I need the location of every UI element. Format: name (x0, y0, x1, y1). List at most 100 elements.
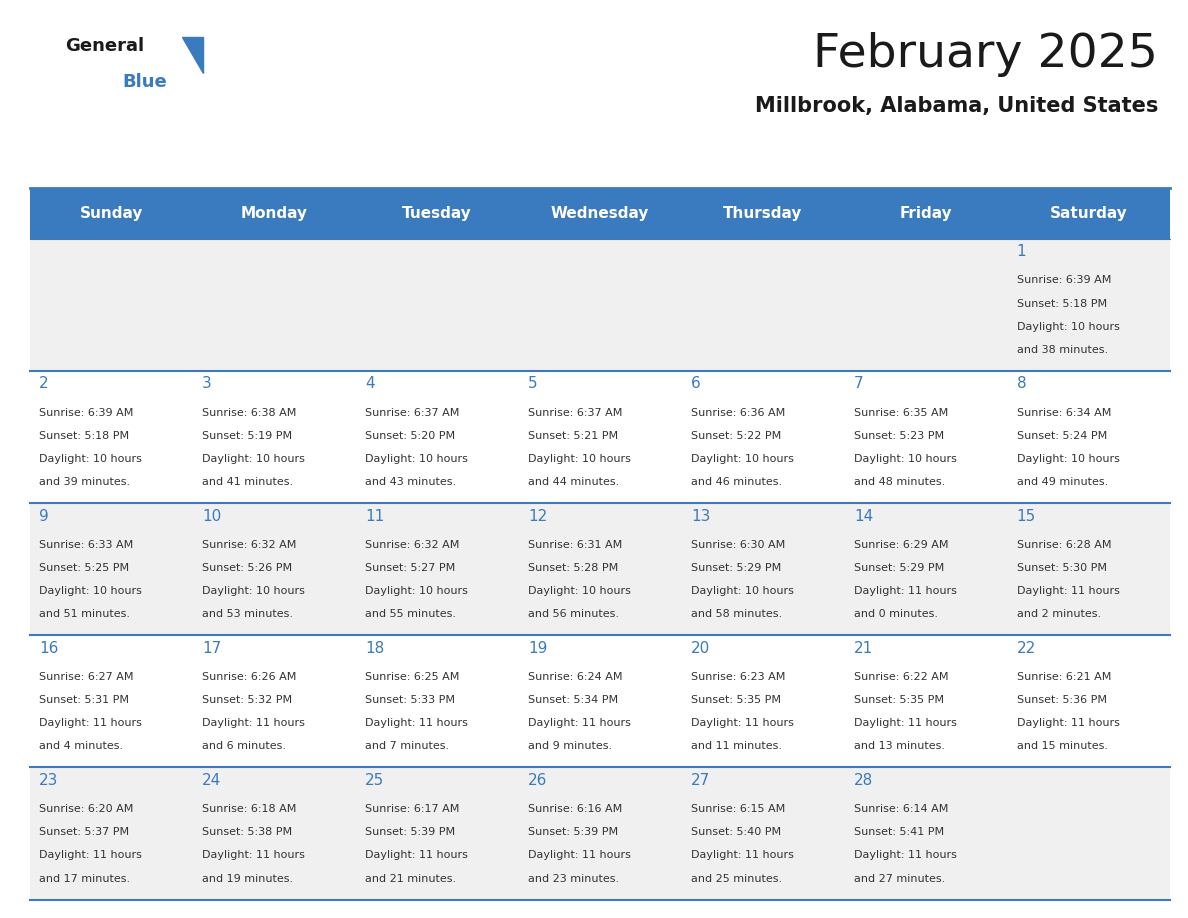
Text: and 48 minutes.: and 48 minutes. (854, 477, 946, 487)
Text: Sunset: 5:39 PM: Sunset: 5:39 PM (527, 827, 618, 837)
Text: Sunrise: 6:39 AM: Sunrise: 6:39 AM (1017, 275, 1111, 285)
Text: Daylight: 10 hours: Daylight: 10 hours (365, 453, 468, 464)
Text: and 9 minutes.: and 9 minutes. (527, 742, 612, 751)
Text: Sunrise: 6:27 AM: Sunrise: 6:27 AM (39, 672, 134, 682)
Bar (30, 188, 1170, 239)
Text: and 39 minutes.: and 39 minutes. (39, 477, 131, 487)
Text: Sunset: 5:25 PM: Sunset: 5:25 PM (39, 563, 129, 573)
Text: Sunrise: 6:32 AM: Sunrise: 6:32 AM (202, 540, 297, 550)
Text: and 53 minutes.: and 53 minutes. (202, 610, 293, 619)
Text: and 44 minutes.: and 44 minutes. (527, 477, 619, 487)
Text: and 15 minutes.: and 15 minutes. (1017, 742, 1107, 751)
Text: and 11 minutes.: and 11 minutes. (691, 742, 782, 751)
Text: 11: 11 (365, 509, 384, 523)
Text: Sunset: 5:18 PM: Sunset: 5:18 PM (1017, 298, 1107, 308)
Text: Sunrise: 6:37 AM: Sunrise: 6:37 AM (365, 408, 460, 418)
Text: 8: 8 (1017, 376, 1026, 391)
Text: 6: 6 (691, 376, 701, 391)
Text: Sunrise: 6:18 AM: Sunrise: 6:18 AM (202, 804, 297, 814)
Text: Sunset: 5:26 PM: Sunset: 5:26 PM (202, 563, 292, 573)
Text: Daylight: 11 hours: Daylight: 11 hours (39, 718, 143, 728)
Text: and 0 minutes.: and 0 minutes. (854, 610, 937, 619)
Text: Daylight: 10 hours: Daylight: 10 hours (527, 586, 631, 596)
Text: Daylight: 11 hours: Daylight: 11 hours (691, 850, 794, 860)
Text: Sunset: 5:38 PM: Sunset: 5:38 PM (202, 827, 292, 837)
Text: and 2 minutes.: and 2 minutes. (1017, 610, 1101, 619)
Text: Daylight: 11 hours: Daylight: 11 hours (1017, 718, 1119, 728)
Text: Sunset: 5:21 PM: Sunset: 5:21 PM (527, 431, 618, 441)
Text: Sunrise: 6:21 AM: Sunrise: 6:21 AM (1017, 672, 1111, 682)
Text: and 41 minutes.: and 41 minutes. (202, 477, 293, 487)
Polygon shape (182, 37, 203, 73)
Text: 26: 26 (527, 773, 548, 788)
Text: Sunrise: 6:35 AM: Sunrise: 6:35 AM (854, 408, 948, 418)
Text: Sunrise: 6:26 AM: Sunrise: 6:26 AM (202, 672, 297, 682)
Text: 21: 21 (854, 641, 873, 655)
Text: Sunrise: 6:16 AM: Sunrise: 6:16 AM (527, 804, 623, 814)
Text: Sunset: 5:23 PM: Sunset: 5:23 PM (854, 431, 944, 441)
Text: and 25 minutes.: and 25 minutes. (691, 874, 782, 883)
Text: Sunset: 5:24 PM: Sunset: 5:24 PM (1017, 431, 1107, 441)
Text: 4: 4 (365, 376, 374, 391)
Text: 7: 7 (854, 376, 864, 391)
Text: Sunrise: 6:31 AM: Sunrise: 6:31 AM (527, 540, 623, 550)
Text: 28: 28 (854, 773, 873, 788)
Text: 15: 15 (1017, 509, 1036, 523)
Text: Sunday: Sunday (80, 206, 143, 221)
Text: 3: 3 (202, 376, 211, 391)
Text: and 17 minutes.: and 17 minutes. (39, 874, 131, 883)
Text: Sunset: 5:37 PM: Sunset: 5:37 PM (39, 827, 129, 837)
Text: Daylight: 10 hours: Daylight: 10 hours (39, 586, 143, 596)
Text: General: General (65, 37, 145, 55)
Text: Saturday: Saturday (1050, 206, 1127, 221)
Text: Sunset: 5:18 PM: Sunset: 5:18 PM (39, 431, 129, 441)
Text: Daylight: 10 hours: Daylight: 10 hours (202, 453, 305, 464)
Text: Daylight: 11 hours: Daylight: 11 hours (527, 850, 631, 860)
Text: 24: 24 (202, 773, 221, 788)
Text: Sunrise: 6:38 AM: Sunrise: 6:38 AM (202, 408, 297, 418)
Text: Daylight: 11 hours: Daylight: 11 hours (202, 850, 305, 860)
Text: Sunrise: 6:22 AM: Sunrise: 6:22 AM (854, 672, 948, 682)
Bar (30, 371, 1170, 503)
Text: Sunrise: 6:39 AM: Sunrise: 6:39 AM (39, 408, 133, 418)
Text: Daylight: 11 hours: Daylight: 11 hours (854, 850, 956, 860)
Text: Daylight: 11 hours: Daylight: 11 hours (854, 586, 956, 596)
Text: Daylight: 11 hours: Daylight: 11 hours (365, 850, 468, 860)
Text: Daylight: 10 hours: Daylight: 10 hours (527, 453, 631, 464)
Text: 9: 9 (39, 509, 49, 523)
Text: 12: 12 (527, 509, 548, 523)
Text: 1: 1 (1017, 244, 1026, 259)
Text: Daylight: 11 hours: Daylight: 11 hours (1017, 586, 1119, 596)
Text: Sunrise: 6:17 AM: Sunrise: 6:17 AM (365, 804, 460, 814)
Text: and 58 minutes.: and 58 minutes. (691, 610, 782, 619)
Text: Daylight: 11 hours: Daylight: 11 hours (527, 718, 631, 728)
Text: Sunset: 5:39 PM: Sunset: 5:39 PM (365, 827, 455, 837)
Text: Daylight: 10 hours: Daylight: 10 hours (39, 453, 143, 464)
Text: Sunset: 5:27 PM: Sunset: 5:27 PM (365, 563, 455, 573)
Text: Sunset: 5:32 PM: Sunset: 5:32 PM (202, 695, 292, 705)
Text: 27: 27 (691, 773, 710, 788)
Text: Daylight: 10 hours: Daylight: 10 hours (1017, 321, 1119, 331)
Text: Sunrise: 6:33 AM: Sunrise: 6:33 AM (39, 540, 133, 550)
Bar (30, 767, 1170, 900)
Text: Daylight: 11 hours: Daylight: 11 hours (365, 718, 468, 728)
Text: Sunrise: 6:24 AM: Sunrise: 6:24 AM (527, 672, 623, 682)
Text: Sunrise: 6:30 AM: Sunrise: 6:30 AM (691, 540, 785, 550)
Text: Sunset: 5:28 PM: Sunset: 5:28 PM (527, 563, 618, 573)
Bar (30, 239, 1170, 371)
Text: Sunrise: 6:14 AM: Sunrise: 6:14 AM (854, 804, 948, 814)
Text: and 51 minutes.: and 51 minutes. (39, 610, 131, 619)
Bar (30, 503, 1170, 635)
Text: 13: 13 (691, 509, 710, 523)
Text: 19: 19 (527, 641, 548, 655)
Text: and 19 minutes.: and 19 minutes. (202, 874, 293, 883)
Text: and 55 minutes.: and 55 minutes. (365, 610, 456, 619)
Text: Daylight: 10 hours: Daylight: 10 hours (691, 453, 794, 464)
Text: Friday: Friday (899, 206, 952, 221)
Text: Sunset: 5:29 PM: Sunset: 5:29 PM (691, 563, 782, 573)
Text: Sunset: 5:35 PM: Sunset: 5:35 PM (854, 695, 943, 705)
Text: and 46 minutes.: and 46 minutes. (691, 477, 782, 487)
Text: Millbrook, Alabama, United States: Millbrook, Alabama, United States (754, 96, 1158, 117)
Text: and 43 minutes.: and 43 minutes. (365, 477, 456, 487)
Text: Daylight: 10 hours: Daylight: 10 hours (365, 586, 468, 596)
